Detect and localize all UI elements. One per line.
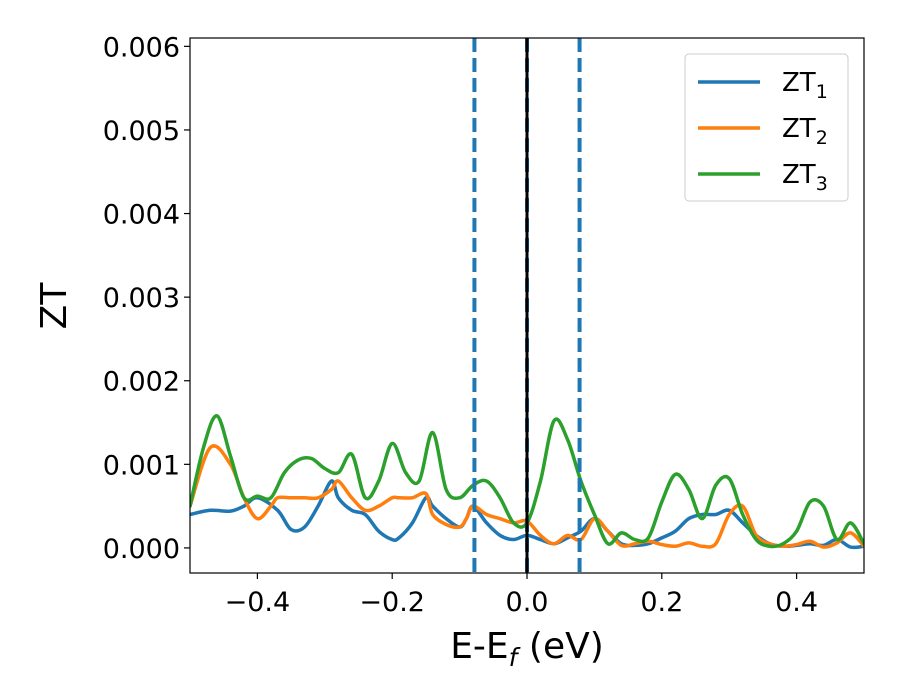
x-tick-label: 0.0: [506, 587, 549, 618]
y-axis-label: ZT: [34, 282, 75, 330]
x-tick-label: −0.2: [359, 587, 425, 618]
vertical-lines-layer: [472, 38, 582, 573]
legend-box: [684, 53, 849, 202]
legend-label-sub: 3: [816, 173, 828, 195]
legend-label-sub: 1: [816, 81, 828, 103]
y-tick-label: 0.000: [103, 534, 180, 565]
legend-label-zt1: ZT1: [782, 68, 828, 103]
x-tick-label: 0.2: [640, 587, 683, 618]
y-tick-label: 0.001: [103, 450, 180, 481]
x-tick-label: 0.4: [775, 587, 818, 618]
x-axis-ticks: −0.4 −0.2 0.0 0.2 0.4: [225, 573, 818, 618]
x-axis-label: E-Ef (eV): [450, 626, 604, 672]
legend-label-sub: 2: [816, 127, 828, 149]
x-axis-label-suffix: (eV): [517, 626, 603, 667]
x-axis-label-main: E-E: [450, 626, 508, 667]
legend-label-main: ZT: [782, 68, 816, 98]
y-tick-label: 0.005: [103, 116, 180, 147]
y-tick-label: 0.006: [103, 32, 180, 63]
y-tick-label: 0.004: [103, 200, 180, 231]
legend-label-zt3: ZT3: [782, 160, 828, 195]
legend-label-main: ZT: [782, 114, 816, 144]
y-tick-label: 0.002: [103, 367, 180, 398]
y-tick-label: 0.003: [103, 283, 180, 314]
legend-label-zt2: ZT2: [782, 114, 828, 149]
y-axis-ticks: 0.000 0.001 0.002 0.003 0.004 0.005 0.006: [103, 32, 190, 565]
legend-label-main: ZT: [782, 160, 816, 190]
x-tick-label: −0.4: [225, 587, 291, 618]
